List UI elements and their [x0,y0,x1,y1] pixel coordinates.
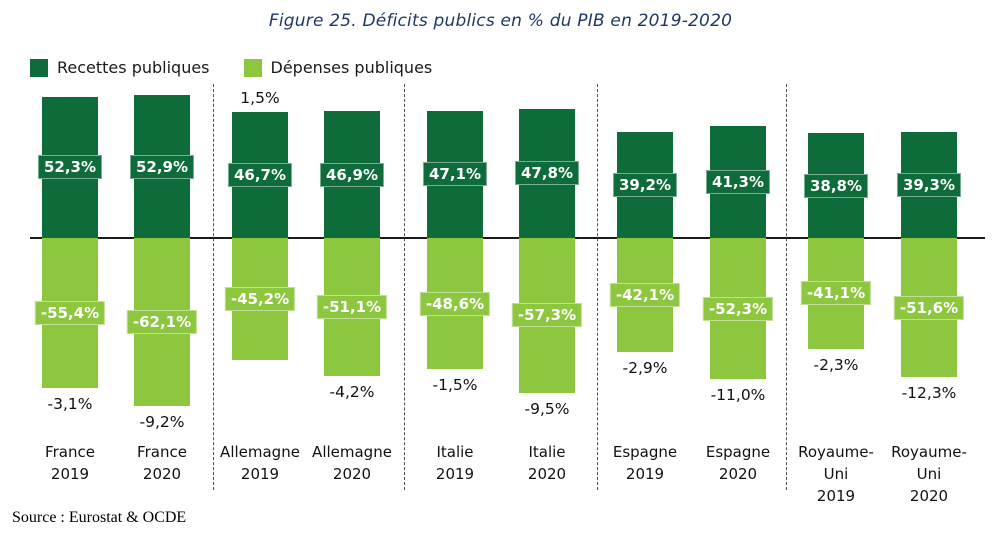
category-label-line: 2020 [527,465,567,483]
balance-label-royaume-uni-2020: -12,3% [901,384,957,403]
category-label-line: 2019 [50,465,90,483]
balance-label-royaume-uni-2019: -2,3% [813,355,859,374]
balance-label-espagne-2020: -11,0% [710,386,766,405]
value-label-depenses-allemagne-2019: -45,2% [224,287,296,312]
category-label-italie-2019: Italie 2019 [436,441,474,485]
category-label-line: Espagne [705,443,771,461]
category-label-italie-2020: Italie 2020 [528,441,566,485]
value-label-recettes-france-2020: 52,9% [129,154,195,179]
chart-title: Figure 25. Déficits publics en % du PIB … [268,11,733,31]
category-label-line: France [137,443,187,461]
legend: Recettes publiques Dépenses publiques [30,58,432,77]
value-label-depenses-espagne-2019: -42,1% [609,282,681,307]
balance-label-italie-2020: -9,5% [524,399,570,418]
category-label-line: Uni [916,465,942,483]
category-label-line: 2020 [332,465,372,483]
group-separator [786,84,787,490]
category-label-france-2020: France 2020 [137,441,187,485]
group-separator [404,84,405,490]
value-label-recettes-espagne-2020: 41,3% [705,170,771,195]
value-label-recettes-france-2019: 52,3% [37,155,103,180]
balance-label-italie-2019: -1,5% [432,376,478,395]
group-separator [597,84,598,490]
category-label-line: Italie [528,443,566,461]
category-label-line: 2019 [816,487,856,505]
category-label-line: 2019 [435,465,475,483]
category-label-royaume-uni-2020: Royaume- Uni 2020 [891,441,967,507]
category-label-line: Uni [823,465,849,483]
value-label-depenses-france-2020: -62,1% [126,309,198,334]
balance-label-france-2019: -3,1% [47,394,93,413]
category-label-royaume-uni-2019: Royaume- Uni 2019 [798,441,874,507]
value-label-recettes-italie-2019: 47,1% [422,162,488,187]
category-label-espagne-2020: Espagne 2020 [706,441,770,485]
category-label-line: Allemagne [312,443,392,461]
category-label-line: 2019 [625,465,665,483]
category-label-line: Espagne [612,443,678,461]
category-label-line: Royaume- [798,443,874,461]
legend-label-depenses: Dépenses publiques [270,58,433,77]
category-label-espagne-2019: Espagne 2019 [613,441,677,485]
group-separator [213,84,214,490]
value-label-recettes-royaume-uni-2019: 38,8% [803,173,869,198]
category-label-line: 2020 [718,465,758,483]
category-label-allemagne-2020: Allemagne 2020 [312,441,392,485]
balance-label-allemagne-2019: 1,5% [240,88,280,107]
value-label-recettes-royaume-uni-2020: 39,3% [896,172,962,197]
value-label-recettes-allemagne-2019: 46,7% [227,162,293,187]
balance-label-espagne-2019: -2,9% [622,358,668,377]
category-label-line: 2020 [909,487,949,505]
category-label-line: 2019 [240,465,280,483]
category-label-line: France [45,443,95,461]
value-label-depenses-france-2019: -55,4% [34,300,106,325]
value-label-depenses-italie-2019: -48,6% [419,291,491,316]
value-label-depenses-allemagne-2020: -51,1% [316,294,388,319]
value-label-depenses-espagne-2020: -52,3% [702,296,774,321]
legend-item-recettes: Recettes publiques [30,58,210,77]
value-label-depenses-italie-2020: -57,3% [511,303,583,328]
legend-item-depenses: Dépenses publiques [243,58,433,77]
zero-axis-line [30,237,985,239]
category-label-line: Italie [436,443,474,461]
balance-label-france-2020: -9,2% [139,412,185,431]
legend-swatch-depenses [243,58,262,77]
value-label-recettes-italie-2020: 47,8% [514,161,580,186]
value-label-depenses-royaume-uni-2019: -41,1% [800,281,872,306]
source-note: Source : Eurostat & OCDE [12,509,187,526]
category-label-france-2019: France 2019 [45,441,95,485]
legend-swatch-recettes [30,58,48,77]
category-label-allemagne-2019: Allemagne 2019 [220,441,300,485]
value-label-depenses-royaume-uni-2020: -51,6% [893,295,965,320]
value-label-recettes-espagne-2019: 39,2% [612,173,678,198]
category-label-line: Allemagne [220,443,300,461]
category-label-line: 2020 [142,465,182,483]
value-label-recettes-allemagne-2020: 46,9% [319,162,385,187]
category-label-line: Royaume- [891,443,967,461]
legend-label-recettes: Recettes publiques [57,58,210,77]
balance-label-allemagne-2020: -4,2% [329,382,375,401]
